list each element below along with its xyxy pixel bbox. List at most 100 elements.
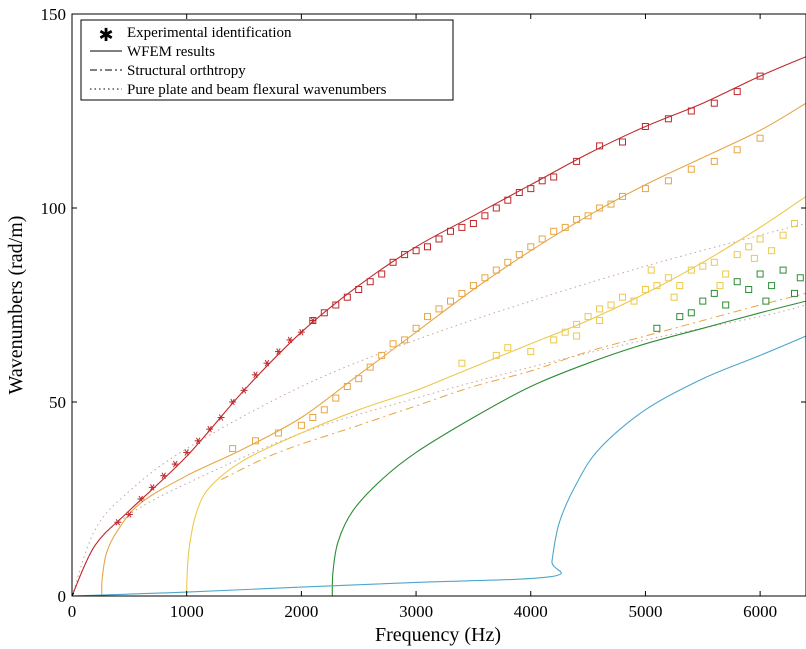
scatter-point-red-12	[447, 227, 454, 235]
scatter-point-orange-34	[687, 165, 695, 173]
scatter-point-yellow-21	[745, 243, 753, 251]
experimental-point-3	[137, 495, 145, 503]
scatter-point-red-22	[573, 157, 581, 165]
scatter-point-yellow-15	[676, 282, 684, 290]
scatter-point-orange-0	[229, 445, 237, 453]
legend-label-experimental: Experimental identification	[127, 25, 292, 41]
orthotropy-line-0	[220, 292, 806, 481]
x-tick-label-6000: 6000	[743, 602, 777, 621]
scatter-point-red-2	[332, 301, 340, 309]
scatter-point-red-29	[733, 88, 741, 96]
legend-item-experimental: ✱ Experimental identification	[98, 25, 292, 45]
scatter-point-green-7	[756, 270, 764, 278]
x-tick-label-4000: 4000	[514, 602, 548, 621]
scatter-point-red-4	[355, 286, 363, 293]
scatter-point-green-12	[687, 309, 695, 317]
scatter-point-yellow-3	[527, 348, 535, 356]
flexural-line-1	[72, 304, 806, 596]
scatter-point-orange-1	[252, 437, 259, 445]
experimental-point-11	[229, 398, 237, 406]
experimental-point-17	[297, 328, 305, 336]
scatter-point-green-5	[733, 278, 741, 286]
scatter-point-yellow-26	[573, 332, 581, 340]
points-layer	[72, 72, 804, 596]
scatter-point-green-3	[710, 289, 718, 297]
scatter-point-yellow-27	[596, 317, 604, 324]
scatter-point-red-27	[687, 107, 695, 115]
wfem-line-red	[72, 56, 806, 596]
scatter-point-yellow-7	[584, 313, 592, 321]
experimental-point-9	[206, 425, 214, 433]
scatter-point-red-7	[389, 258, 397, 266]
scatter-point-orange-12	[401, 336, 409, 344]
scatter-point-orange-29	[596, 204, 604, 212]
experimental-point-18	[309, 317, 317, 324]
scatter-point-red-18	[515, 189, 523, 196]
scatter-point-yellow-17	[699, 262, 707, 270]
scatter-point-red-19	[527, 185, 535, 193]
scatter-point-yellow-29	[670, 293, 678, 301]
x-tick-label-5000: 5000	[628, 602, 662, 621]
experimental-point-15	[274, 348, 282, 355]
experimental-point-10	[217, 414, 225, 421]
experimental-point-13	[252, 371, 259, 379]
scatter-point-green-11	[796, 274, 804, 282]
legend-box	[80, 19, 454, 101]
scatter-point-yellow-24	[779, 231, 787, 239]
scatter-point-green-13	[762, 297, 770, 305]
scatter-point-red-1	[320, 309, 328, 317]
scatter-point-yellow-22	[756, 235, 764, 243]
scatter-point-green-6	[745, 286, 753, 293]
y-tick-label-150: 150	[41, 5, 67, 24]
scatter-point-yellow-5	[561, 328, 569, 336]
scatter-point-orange-8	[355, 375, 363, 383]
scatter-point-yellow-12	[641, 286, 649, 293]
scatter-point-orange-27	[573, 216, 581, 224]
wfem-line-green	[331, 300, 806, 596]
scatter-point-orange-15	[435, 305, 443, 313]
scatter-point-yellow-16	[687, 266, 695, 274]
experimental-point-7	[183, 449, 191, 456]
wfem-line-blue	[72, 335, 806, 596]
scatter-point-orange-35	[710, 157, 718, 165]
asterisk-marker-icon: ✱	[98, 25, 113, 45]
scatter-point-orange-11	[389, 340, 397, 348]
experimental-point-0	[72, 592, 76, 596]
scatter-point-orange-32	[641, 185, 649, 193]
scatter-point-green-9	[779, 266, 787, 274]
scatter-point-yellow-31	[750, 254, 758, 262]
scatter-point-yellow-1	[492, 351, 500, 359]
legend-label-flexural: Pure plate and beam flexural wavenumbers	[127, 82, 387, 98]
scatter-point-red-10	[424, 243, 431, 251]
scatter-point-orange-33	[664, 177, 672, 185]
scatter-point-red-5	[366, 278, 374, 286]
scatter-point-orange-9	[366, 363, 374, 371]
scatter-point-red-21	[550, 173, 558, 181]
scatter-point-yellow-20	[733, 251, 741, 259]
experimental-point-5	[160, 472, 168, 480]
scatter-point-orange-36	[733, 146, 741, 154]
scatter-point-yellow-4	[550, 336, 558, 344]
scatter-point-orange-19	[481, 274, 489, 282]
legend-item-flexural: Pure plate and beam flexural wavenumbers	[90, 82, 387, 98]
scatter-point-yellow-13	[653, 282, 661, 290]
scatter-point-orange-18	[469, 282, 477, 290]
scatter-point-yellow-18	[710, 258, 718, 266]
experimental-point-1	[114, 518, 122, 526]
scatter-point-orange-25	[550, 227, 558, 235]
scatter-point-orange-22	[515, 251, 523, 259]
scatter-point-orange-31	[619, 192, 626, 200]
scatter-point-yellow-25	[791, 220, 798, 227]
scatter-point-red-11	[435, 235, 443, 243]
scatter-point-yellow-10	[619, 293, 626, 301]
scatter-point-orange-28	[584, 212, 592, 220]
scatter-point-red-6	[378, 270, 386, 278]
scatter-point-orange-37	[756, 134, 764, 142]
experimental-point-6	[171, 460, 179, 468]
ticks-layer: 0 1000 2000 3000 4000 5000 6000 0 50 100 150	[41, 5, 806, 621]
y-tick-label-50: 50	[49, 393, 66, 412]
scatter-point-orange-2	[274, 429, 282, 437]
scatter-point-orange-14	[424, 313, 431, 321]
scatter-point-orange-23	[527, 243, 535, 251]
scatter-point-orange-20	[492, 266, 500, 274]
